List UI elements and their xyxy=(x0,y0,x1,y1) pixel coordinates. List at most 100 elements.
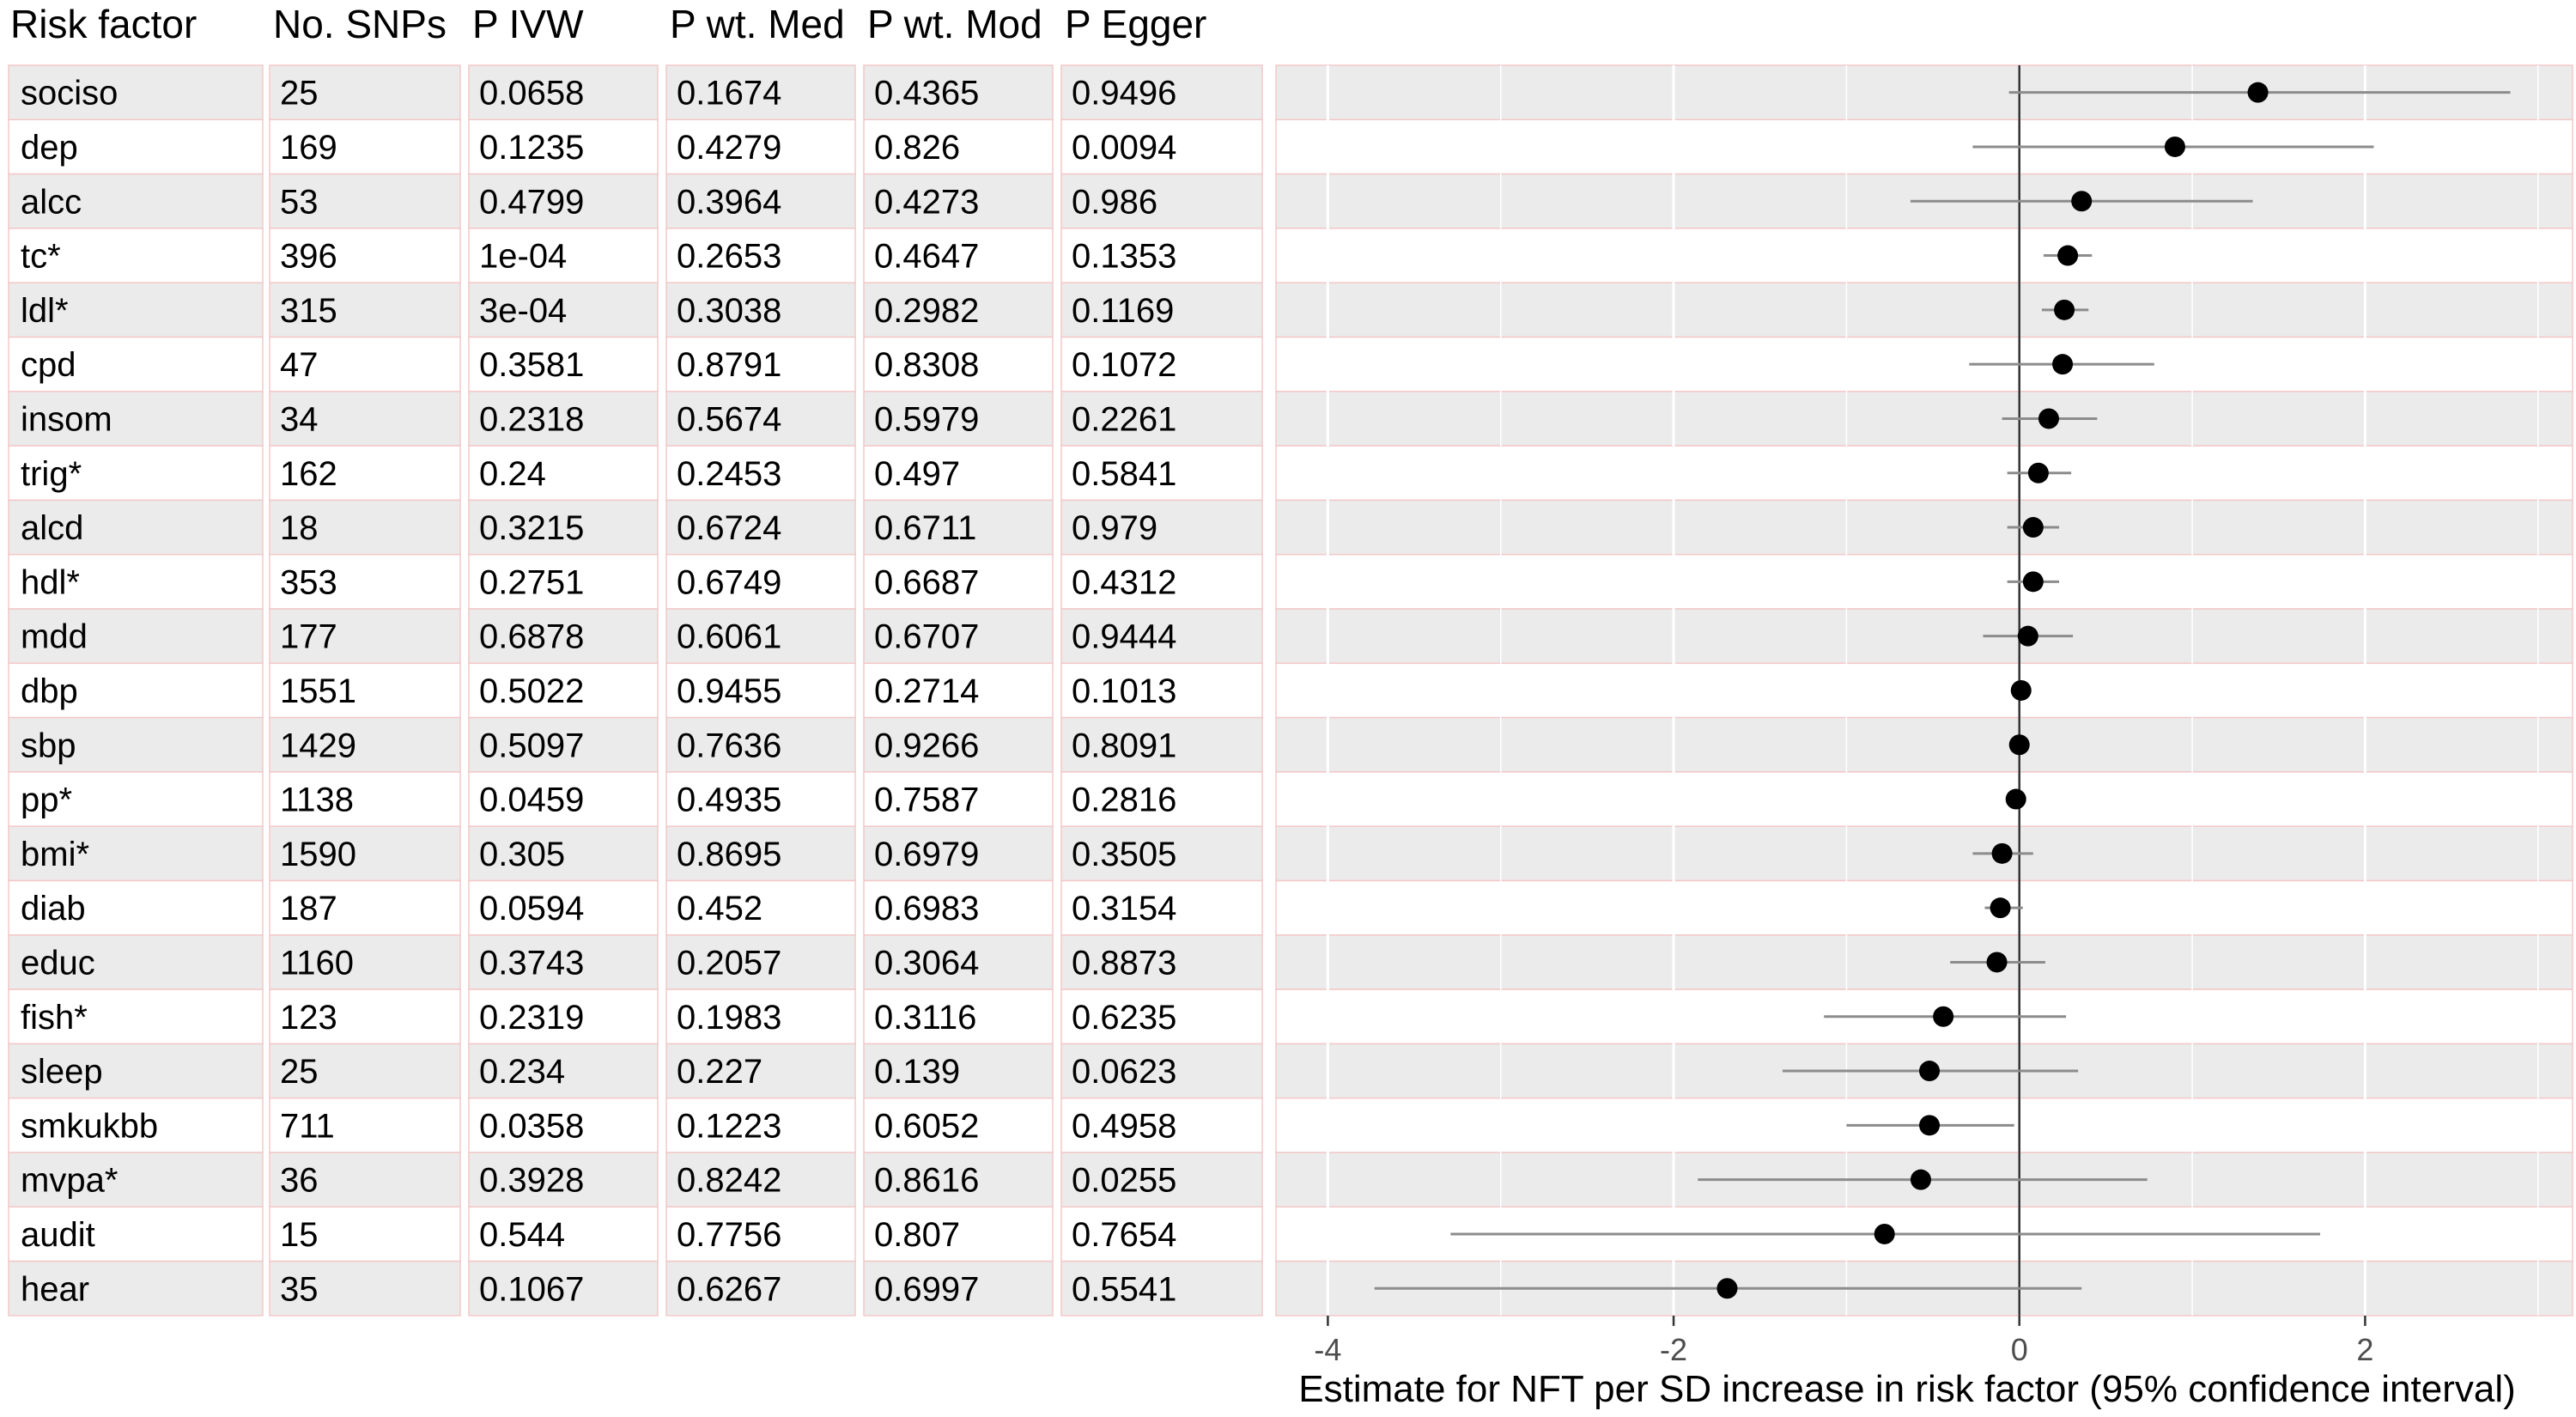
table-cell-bg xyxy=(269,445,461,502)
table-cell-p-wt-mod: 0.5979 xyxy=(874,400,979,438)
table-cell-p-ivw: 0.3215 xyxy=(479,509,584,547)
table-cell-p-wt-med: 0.1674 xyxy=(677,75,781,113)
table-cell-bg xyxy=(863,553,1054,610)
table-cell-bg xyxy=(468,934,659,990)
table-cell-risk-factor: sleep xyxy=(21,1053,103,1091)
table-cell-p-ivw: 0.0358 xyxy=(479,1107,584,1145)
table-cell-p-egger: 0.1353 xyxy=(1072,238,1176,276)
table-cell-p-egger: 0.0094 xyxy=(1072,129,1176,167)
table-cell-no-snps: 1590 xyxy=(280,836,356,873)
table-cell-p-wt-mod: 0.6707 xyxy=(874,618,979,656)
estimate-point-smkukbb xyxy=(1919,1115,1941,1136)
table-cell-p-ivw: 0.234 xyxy=(479,1053,565,1091)
table-cell-risk-factor: smkukbb xyxy=(21,1107,158,1145)
forest-plot-panel xyxy=(1275,64,2573,1317)
table-cell-no-snps: 47 xyxy=(280,346,319,384)
table-cell-bg xyxy=(863,499,1054,556)
table-cell-bg xyxy=(863,1097,1054,1153)
table-cell-bg xyxy=(269,771,461,827)
table-cell-bg xyxy=(8,1152,264,1208)
table-cell-p-wt-mod: 0.6711 xyxy=(874,509,976,547)
table-cell-p-egger: 0.5541 xyxy=(1072,1270,1176,1308)
table-cell-bg xyxy=(665,825,856,882)
table-cell-p-egger: 0.4958 xyxy=(1072,1107,1176,1145)
table-cell-p-wt-mod: 0.497 xyxy=(874,455,960,493)
table-cell-no-snps: 35 xyxy=(280,1270,319,1308)
estimate-point-trig* xyxy=(2027,462,2049,483)
table-cell-p-ivw: 1e-04 xyxy=(479,238,567,276)
table-cell-bg xyxy=(8,934,264,990)
table-cell-p-wt-mod: 0.8616 xyxy=(874,1162,979,1200)
table-cell-p-wt-mod: 0.807 xyxy=(874,1216,960,1254)
table-cell-bg xyxy=(468,336,659,392)
column-header-no-snps: No. SNPs xyxy=(273,2,447,46)
table-cell-bg xyxy=(863,608,1054,665)
table-cell-p-ivw: 0.1067 xyxy=(479,1270,584,1308)
table-cell-bg xyxy=(1060,1260,1263,1317)
table-cell-p-ivw: 0.544 xyxy=(479,1216,565,1254)
x-tick-label: 2 xyxy=(2356,1332,2373,1367)
table-cell-bg xyxy=(863,173,1054,229)
table-cell-bg xyxy=(8,1206,264,1262)
table-cell-bg xyxy=(665,608,856,665)
table-cell-p-wt-med: 0.2653 xyxy=(677,238,781,276)
table-cell-bg xyxy=(863,988,1054,1045)
table-cell-p-egger: 0.9444 xyxy=(1072,618,1176,656)
estimate-point-hear xyxy=(1716,1278,1738,1299)
table-cell-bg xyxy=(1060,1043,1263,1099)
table-cell-bg xyxy=(1060,336,1263,392)
table-cell-bg xyxy=(269,1043,461,1099)
plot-row-band xyxy=(1275,771,2573,827)
table-cell-bg xyxy=(269,553,461,610)
table-cell-risk-factor: trig* xyxy=(21,455,82,493)
table-cell-p-wt-med: 0.7756 xyxy=(677,1216,781,1254)
table-cell-p-wt-mod: 0.7587 xyxy=(874,781,979,819)
table-cell-bg xyxy=(8,1097,264,1153)
table-cell-risk-factor: hear xyxy=(21,1270,89,1308)
table-cell-bg xyxy=(269,391,461,447)
table-cell-bg xyxy=(8,608,264,665)
table-cell-risk-factor: alcd xyxy=(21,509,83,547)
table-cell-p-egger: 0.986 xyxy=(1072,183,1157,221)
table-cell-p-wt-med: 0.452 xyxy=(677,890,762,927)
table-cell-bg xyxy=(269,1152,461,1208)
table-cell-risk-factor: cpd xyxy=(21,346,76,384)
table-cell-risk-factor: dbp xyxy=(21,672,78,710)
table-cell-bg xyxy=(8,228,264,283)
table-cell-bg xyxy=(665,64,856,121)
table-cell-p-wt-med: 0.1983 xyxy=(677,999,781,1037)
plot-row-band xyxy=(1275,662,2573,719)
table-cell-bg xyxy=(8,499,264,556)
plot-row-band xyxy=(1275,879,2573,936)
table-cell-bg xyxy=(1060,879,1263,936)
table-cell-p-ivw: 0.305 xyxy=(479,836,565,873)
table-cell-p-wt-med: 0.3038 xyxy=(677,292,781,330)
plot-row-band xyxy=(1275,336,2573,392)
table-cell-bg xyxy=(8,64,264,121)
table-cell-bg xyxy=(269,1260,461,1317)
table-cell-p-wt-mod: 0.6687 xyxy=(874,563,979,601)
table-body: sociso 25 0.0658 0.1674 0.4365 0.9496 dep 169 0.… xyxy=(8,64,1263,1317)
table-cell-bg xyxy=(269,1206,461,1262)
estimate-point-insom xyxy=(2038,408,2059,429)
table-cell-bg xyxy=(1060,934,1263,990)
table-cell-p-egger: 0.3154 xyxy=(1072,890,1176,927)
table-cell-bg xyxy=(269,499,461,556)
table-cell-bg xyxy=(863,282,1054,338)
table-cell-bg xyxy=(269,879,461,936)
table-cell-risk-factor: fish* xyxy=(21,999,88,1037)
table-cell-no-snps: 34 xyxy=(280,400,319,438)
table-cell-p-wt-mod: 0.4273 xyxy=(874,183,979,221)
table-cell-risk-factor: insom xyxy=(21,400,112,438)
table-cell-risk-factor: tc* xyxy=(21,238,61,276)
table-cell-p-egger: 0.0255 xyxy=(1072,1162,1176,1200)
table-cell-bg xyxy=(8,662,264,719)
table-cell-bg xyxy=(1060,119,1263,175)
table-cell-bg xyxy=(863,771,1054,827)
table-cell-bg xyxy=(665,391,856,447)
column-header-risk-factor: Risk factor xyxy=(10,2,197,46)
table-cell-risk-factor: sociso xyxy=(21,75,118,113)
table-cell-p-wt-med: 0.227 xyxy=(677,1053,762,1091)
table-cell-p-wt-mod: 0.2982 xyxy=(874,292,979,330)
